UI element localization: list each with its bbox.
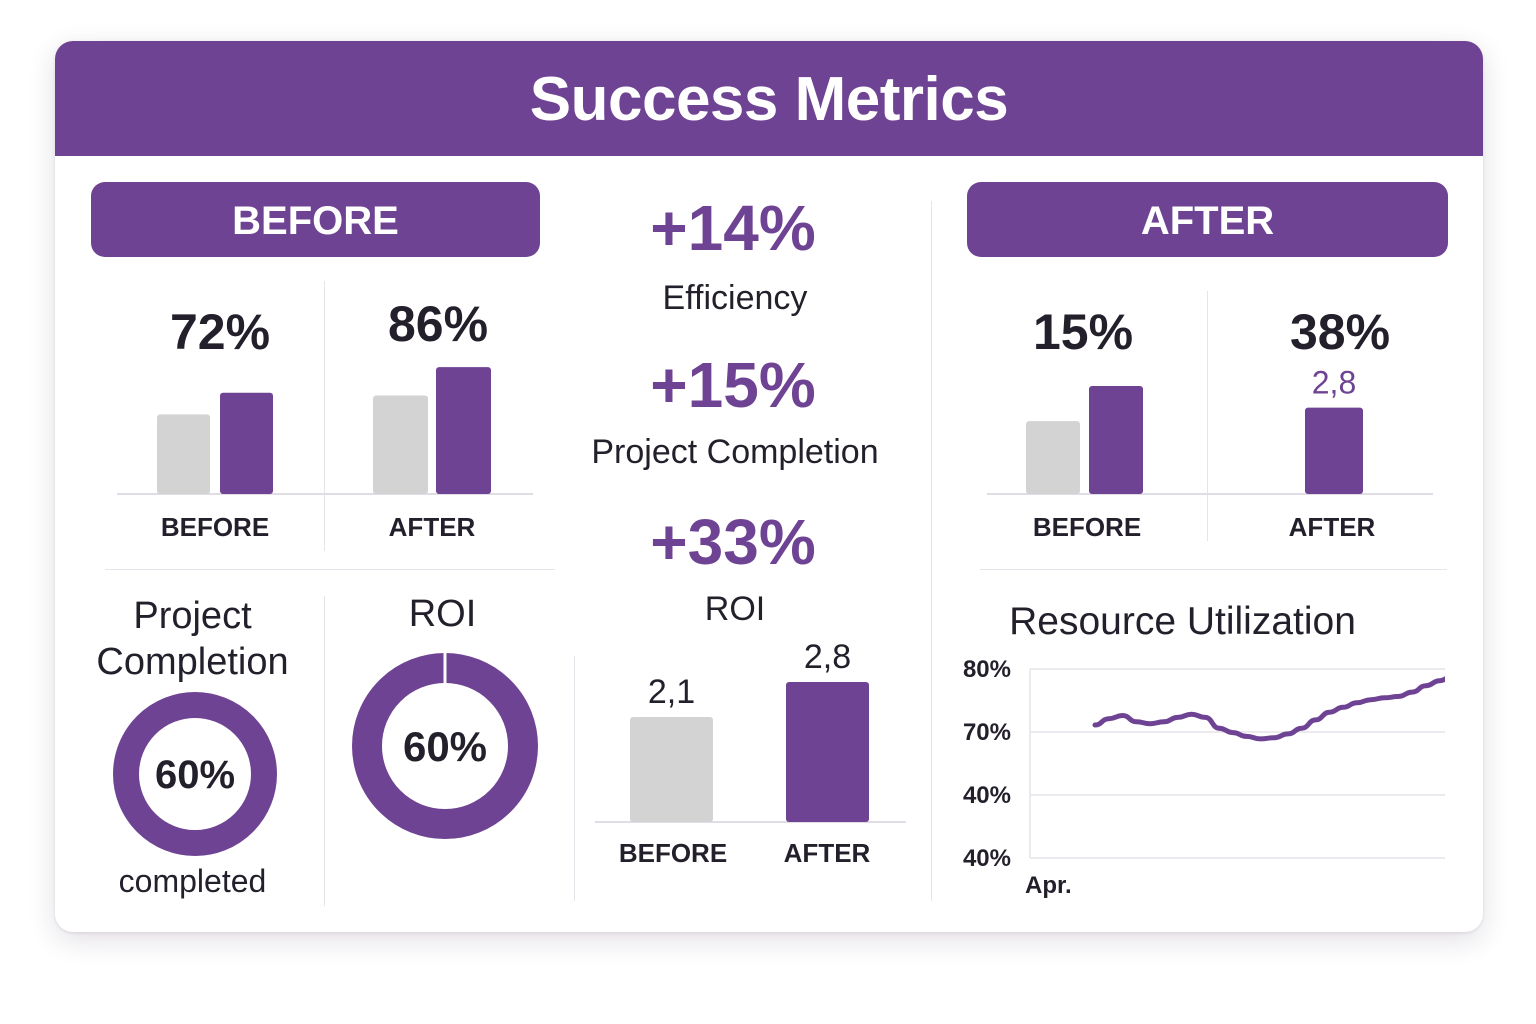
page-title: Success Metrics xyxy=(55,41,1483,156)
resource-series-line xyxy=(1092,676,1445,742)
donut1: 60% xyxy=(113,692,277,856)
roi-axis-after: AFTER xyxy=(783,838,871,868)
line-y-tick-label: 40% xyxy=(963,845,1011,872)
metric-project-delta: +15% xyxy=(650,349,816,421)
metric-efficiency-label: Efficiency xyxy=(662,279,808,317)
roi-axis-before: BEFORE xyxy=(618,838,728,868)
metric-project-label: Project Completion xyxy=(591,433,879,471)
divider-after-charts xyxy=(1207,291,1208,541)
before-chart2-axis-label: AFTER xyxy=(388,512,476,542)
before-chart1-value: 72% xyxy=(169,304,271,360)
after-chart1-bar-after xyxy=(1089,386,1143,494)
line-y-tick-label: 80% xyxy=(963,656,1011,683)
metric-roi-label: ROI xyxy=(704,590,766,628)
after-chart1-value: 15% xyxy=(1032,304,1134,360)
before-chart1-bar-after xyxy=(220,392,273,494)
metric-efficiency-delta: +14% xyxy=(650,192,816,264)
before-chart2-bar-after xyxy=(436,367,491,494)
roi-bars-bar-after xyxy=(786,682,869,822)
roi-bars-data-label-after: 2,8 xyxy=(804,638,851,676)
after-chart2-data-label-after: 2,8 xyxy=(1312,365,1356,401)
line-y-tick-label: 40% xyxy=(963,782,1011,809)
before-header: BEFORE xyxy=(91,182,540,257)
divider-right xyxy=(931,201,932,901)
donut1-title: Project Completion xyxy=(96,595,289,683)
after-chart1-bar-before xyxy=(1026,421,1080,494)
before-chart2-bar-before xyxy=(373,395,428,494)
donut1-caption: completed xyxy=(118,863,267,899)
after-header: AFTER xyxy=(967,182,1448,257)
after-chart2-value: 38% xyxy=(1289,304,1391,360)
roi-bars-bar-before xyxy=(630,717,713,822)
divider-after-horizontal xyxy=(980,569,1447,570)
metric-roi-delta: +33% xyxy=(650,506,816,578)
divider-center-lower xyxy=(574,656,575,901)
roi-bars-data-label-before: 2,1 xyxy=(648,673,695,711)
before-chart1-axis-label: BEFORE xyxy=(160,512,270,542)
resource-line-chart: 80% 70% 40% 40% Apr. xyxy=(963,656,1445,899)
donut2-title: ROI xyxy=(408,593,477,635)
donut2: 60% xyxy=(352,651,538,839)
donut1-ring xyxy=(113,692,277,856)
before-chart1-bar-before xyxy=(157,414,210,494)
donut2-center: 60% xyxy=(403,723,487,770)
donut1-center: 60% xyxy=(155,753,235,797)
divider-before-horizontal xyxy=(105,569,555,570)
line-x-label: Apr. xyxy=(1025,872,1072,899)
after-chart2-bar-after xyxy=(1305,407,1363,494)
after-chart1-axis-label: BEFORE xyxy=(1032,512,1142,542)
line-y-tick-label: 70% xyxy=(963,719,1011,746)
after-chart2-axis-label: AFTER xyxy=(1288,512,1376,542)
before-chart2-value: 86% xyxy=(387,296,489,352)
line-chart-title: Resource Utilization xyxy=(1009,600,1356,643)
divider-before-donuts xyxy=(324,596,325,906)
success-metrics-card: Success Metrics BEFORE 72% 86% 2,8 2,1 2,8… xyxy=(55,41,1483,932)
divider-before-charts xyxy=(324,281,325,551)
mini-bar-charts: 2,8 2,1 2,8 xyxy=(117,365,1433,823)
